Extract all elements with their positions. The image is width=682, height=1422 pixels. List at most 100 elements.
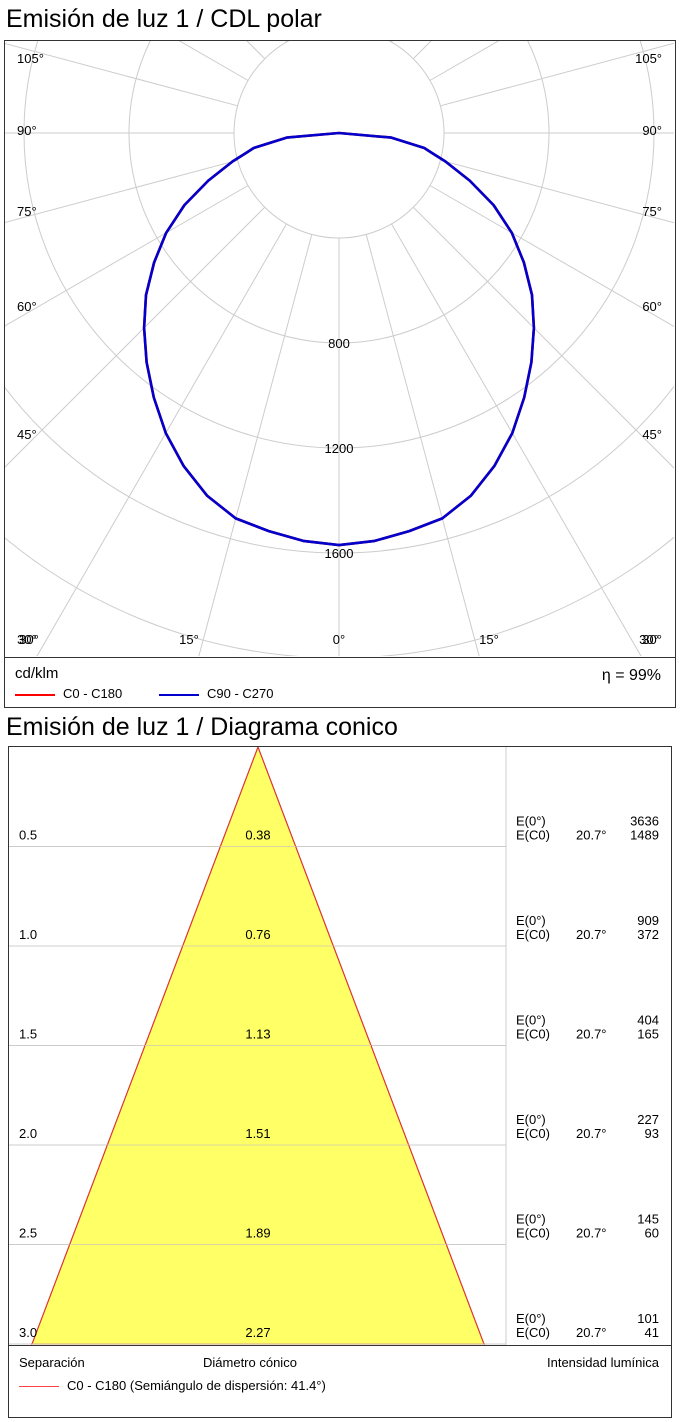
ec0-label: E(C0) xyxy=(516,927,550,942)
angle-label-bottom: 30° xyxy=(639,632,659,647)
polar-divider xyxy=(5,657,675,658)
polar-grid-spoke xyxy=(5,42,238,107)
ec0-label: E(C0) xyxy=(516,1325,550,1340)
angle-label-bottom: 15° xyxy=(479,632,499,647)
e0-label: E(0°) xyxy=(516,1013,546,1028)
polar-grid-spoke xyxy=(5,206,266,468)
angle-label-right: 45° xyxy=(642,427,662,442)
e0-label: E(0°) xyxy=(516,814,546,829)
ec0-value: 372 xyxy=(637,927,659,942)
e0-value: 3636 xyxy=(630,814,659,829)
cone-diameter-label: 1.13 xyxy=(245,1027,270,1042)
polar-efficiency: η = 99% xyxy=(601,667,661,684)
ec0-value: 60 xyxy=(645,1226,659,1241)
polar-grid-spoke xyxy=(440,159,674,224)
cone-legend-label: C0 - C180 (Semiángulo de dispersión: 41.… xyxy=(67,1378,326,1393)
e0-value: 101 xyxy=(637,1311,659,1326)
polar-grid-spoke xyxy=(429,185,674,327)
polar-unit-label: cd/klm xyxy=(15,665,59,682)
cone-diameter-label: 0.38 xyxy=(245,828,270,843)
ec0-angle: 20.7° xyxy=(576,927,607,942)
legend-label: C90 - C270 xyxy=(207,686,274,701)
ec0-label: E(C0) xyxy=(516,828,550,843)
angle-label-bottom: 30° xyxy=(19,632,39,647)
polar-grid-spoke xyxy=(440,42,674,107)
cone-distance-label: 3.0 xyxy=(19,1325,37,1340)
ec0-value: 41 xyxy=(645,1325,659,1340)
e0-label: E(0°) xyxy=(516,1212,546,1227)
ec0-label: E(C0) xyxy=(516,1126,550,1141)
angle-label-left: 45° xyxy=(17,427,37,442)
polar-grid-spoke xyxy=(246,41,266,60)
angle-label-bottom: 15° xyxy=(179,632,199,647)
legend-swatch-red xyxy=(15,693,55,696)
ec0-value: 165 xyxy=(637,1027,659,1042)
angle-label-bottom: 0° xyxy=(333,632,345,647)
polar-grid-spoke xyxy=(412,206,674,469)
e0-value: 404 xyxy=(637,1013,659,1028)
polar-grid-spoke xyxy=(391,41,393,43)
e0-value: 145 xyxy=(637,1212,659,1227)
polar-chart: 800 1200 1600 105° 105° 90° 90° 75° 75° 60° 60° 45°… xyxy=(5,41,674,656)
cone-legend: C0 - C180 (Semiángulo de dispersión: 41.… xyxy=(19,1378,326,1393)
legend-item-c0-c180: C0 - C180 xyxy=(15,686,122,701)
polar-chart-panel: 800 1200 1600 105° 105° 90° 90° 75° 75° 60° 60° 45°… xyxy=(4,40,676,708)
angle-label-right: 75° xyxy=(642,204,662,219)
ec0-angle: 20.7° xyxy=(576,1027,607,1042)
e0-label: E(0°) xyxy=(516,913,546,928)
e0-label: E(0°) xyxy=(516,1112,546,1127)
polar-grid-spoke xyxy=(5,185,249,327)
angle-label-left: 30° xyxy=(17,632,37,647)
cone-diameter-label: 1.51 xyxy=(245,1126,270,1141)
ec0-angle: 20.7° xyxy=(576,1126,607,1141)
cone-legend-swatch xyxy=(19,1386,59,1388)
legend-label: C0 - C180 xyxy=(63,686,123,701)
footer-diameter: Diámetro cónico xyxy=(203,1355,297,1370)
radial-tick-label: 1600 xyxy=(325,546,354,561)
ec0-value: 93 xyxy=(645,1126,659,1141)
polar-title: Emisión de luz 1 / CDL polar xyxy=(6,5,322,33)
polar-grid-spoke xyxy=(285,41,287,43)
legend-item-c90-c270: C90 - C270 xyxy=(159,686,273,701)
polar-grid-spoke xyxy=(365,234,480,656)
footer-intensity: Intensidad lumínica xyxy=(546,1355,659,1370)
ec0-label: E(C0) xyxy=(516,1226,550,1241)
cone-distance-label: 0.5 xyxy=(19,828,37,843)
footer-separation: Separación xyxy=(19,1355,85,1370)
ec0-angle: 20.7° xyxy=(576,1325,607,1340)
ec0-angle: 20.7° xyxy=(576,1226,607,1241)
e0-label: E(0°) xyxy=(516,1311,546,1326)
polar-grid-spoke xyxy=(5,159,238,224)
angle-label-right: 60° xyxy=(642,299,662,314)
cone-title: Emisión de luz 1 / Diagrama conico xyxy=(6,713,398,741)
ec0-value: 1489 xyxy=(630,828,659,843)
polar-grid-ring xyxy=(233,41,445,239)
angle-label-left: 75° xyxy=(17,204,37,219)
e0-value: 227 xyxy=(637,1112,659,1127)
ec0-angle: 20.7° xyxy=(576,828,607,843)
series-c90-c270 xyxy=(142,131,536,547)
cone-distance-label: 1.0 xyxy=(19,927,37,942)
radial-tick-label: 800 xyxy=(328,336,350,351)
cone-distance-label: 2.5 xyxy=(19,1226,37,1241)
angle-label-right: 105° xyxy=(635,51,662,66)
radial-tick-label: 1200 xyxy=(325,441,354,456)
angle-label-left: 105° xyxy=(17,51,44,66)
polar-grid-spoke xyxy=(391,223,642,656)
ec0-label: E(C0) xyxy=(516,1027,550,1042)
polar-grid-spoke xyxy=(198,234,313,656)
angle-label-right: 30° xyxy=(642,632,662,647)
angle-label-right: 90° xyxy=(642,123,662,138)
cone-chart-panel: 0.5 0.38 E(0°) 3636 E(C0) 20.7° 1489 1.0 0.76 E(0… xyxy=(8,746,672,1418)
cone-diameter-label: 1.89 xyxy=(245,1226,270,1241)
polar-grid-spoke xyxy=(36,223,287,656)
legend-swatch-blue xyxy=(159,693,199,696)
cone-diagram: 0.5 0.38 E(0°) 3636 E(C0) 20.7° 1489 1.0 0.76 E(0… xyxy=(9,747,659,1345)
e0-value: 909 xyxy=(637,913,659,928)
angle-label-left: 90° xyxy=(17,123,37,138)
cone-distance-label: 2.0 xyxy=(19,1126,37,1141)
cone-diameter-label: 0.76 xyxy=(245,927,270,942)
angle-label-left: 60° xyxy=(17,299,37,314)
cone-divider xyxy=(9,1345,671,1346)
cone-distance-label: 1.5 xyxy=(19,1027,37,1042)
